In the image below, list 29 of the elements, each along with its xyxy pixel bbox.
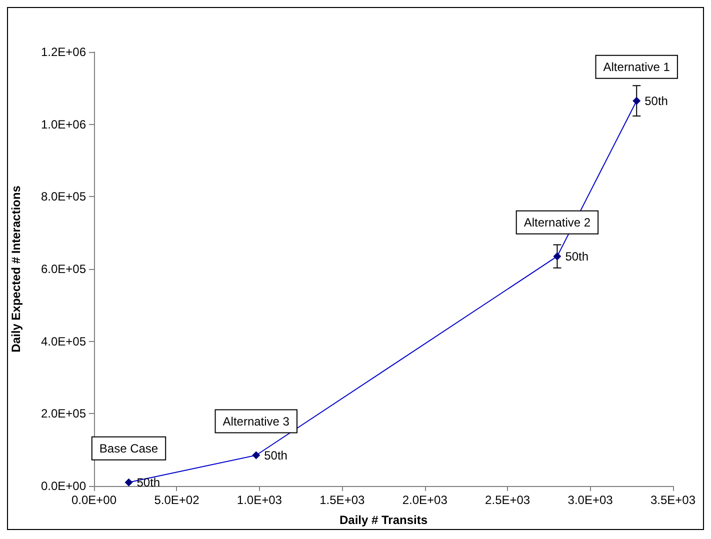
y-tick-label: 6.0E+05: [40, 262, 86, 276]
point: [124, 478, 133, 486]
y-tick-label: 1.2E+06: [40, 45, 86, 59]
annotation: Base Case: [99, 441, 158, 456]
point: [632, 96, 641, 105]
point: [553, 252, 562, 260]
point: [252, 451, 260, 460]
x-axis-title: Daily # Transits: [339, 513, 428, 527]
annotation: Alternative 1: [603, 60, 670, 74]
x-tick-label: 1.0E+03: [236, 493, 282, 507]
annotation: 50th: [565, 249, 589, 264]
x-tick-label: 5.0E+02: [154, 493, 200, 507]
y-axis-title: Daily Expected # Interactions: [9, 185, 23, 352]
annotation: 50th: [264, 448, 288, 462]
y-tick-label: 4.0E+05: [40, 334, 86, 348]
annotation: 50th: [136, 475, 160, 490]
y-tick-label: 8.0E+05: [40, 190, 86, 204]
x-tick-label: 2.0E+03: [402, 493, 448, 507]
x-tick-label: 2.5E+03: [485, 493, 530, 507]
x-tick-label: 3.5E+03: [650, 493, 696, 507]
x-tick-label: 3.0E+03: [568, 493, 614, 507]
y-tick-label: 0.0E+00: [40, 479, 86, 493]
annotation: Alternative 3: [222, 414, 290, 428]
annotation: 50th: [644, 94, 668, 108]
x-tick-label: 1.5E+03: [320, 493, 365, 507]
y-tick-label: 1.0E+06: [40, 117, 86, 132]
annotation: Alternative 2: [524, 215, 591, 230]
y-tick-label: 2.0E+05: [40, 406, 86, 421]
x-tick-label: 0.0E+00: [71, 493, 117, 507]
